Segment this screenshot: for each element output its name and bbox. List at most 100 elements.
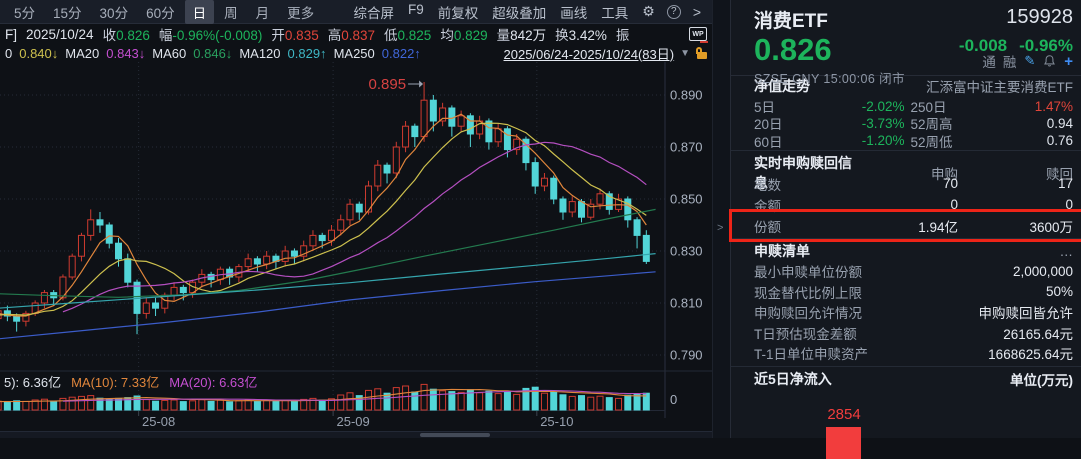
list-row-现金替代比例上限: 现金替代比例上限 50%: [731, 282, 1081, 303]
scrollbar-thumb[interactable]: [420, 433, 490, 437]
section-divider: [731, 238, 1081, 240]
market-tags: 通融: [982, 51, 1016, 71]
edit-pencil-icon[interactable]: ✎: [1024, 53, 1036, 68]
ma-values-bar: 0 0.840↓ MA20 0.843↓ MA60 0.846↓ MA120 0.829↑ MA…: [0, 44, 712, 62]
quote-label: 低: [384, 28, 398, 43]
settings-gear-icon[interactable]: ⚙: [642, 3, 655, 19]
toolbar-tools: 综合屏 F9 前复权 超级叠加 画线 工具 ⚙ ? >: [346, 0, 706, 24]
quote-label: 振: [615, 28, 630, 43]
nav-label: 52周低: [910, 134, 953, 150]
tool-items: 综合屏 F9 前复权 超级叠加 画线 工具: [346, 0, 635, 24]
quote-value: 0.829: [453, 28, 488, 43]
svg-text:0.895: 0.895: [369, 76, 407, 93]
wp-window-icon[interactable]: WP: [689, 27, 708, 43]
nav-row: 5日 -2.02% 250日 1.47%: [731, 96, 1081, 116]
nav-label: 250日: [910, 100, 947, 115]
period-tab-更多[interactable]: 更多: [287, 5, 315, 21]
list-row-最小申赎单位份额: 最小申赎单位份额 2,000,000: [731, 261, 1081, 282]
unlock-icon[interactable]: [696, 47, 707, 59]
subscribe-column-header: 申购: [931, 167, 958, 183]
nav-value: -2.02%: [861, 98, 905, 114]
ma-items: 0 0.840↓ MA20 0.843↓ MA60 0.846↓ MA120 0.829↑ MA…: [5, 46, 421, 61]
price-change: -0.008 -0.96%: [959, 36, 1073, 56]
list-row-T日预估现金差额: T日预估现金差额 26165.64元: [731, 323, 1081, 344]
add-plus-icon[interactable]: +: [1064, 52, 1073, 70]
svg-text:0: 0: [670, 392, 677, 407]
rt-redeem-value: 3600万: [1029, 219, 1073, 235]
nav-value: 0.76: [1046, 133, 1073, 149]
list-label: 现金替代比例上限: [754, 285, 862, 301]
period-tab-周[interactable]: 周: [224, 5, 238, 21]
list-label: T-1日单位申赎资产: [754, 347, 869, 363]
realtime-header-label: 实时申购赎回信息: [754, 155, 852, 192]
inflow-unit-label: 单位(万元): [1010, 372, 1073, 388]
list-row-申购赎回允许情况: 申购赎回允许情况 申购赎回皆允许: [731, 302, 1081, 323]
realtime-row-笔数: 笔数 70 17: [731, 173, 1081, 194]
period-tab-5分[interactable]: 5分: [14, 5, 36, 21]
svg-text:0.890: 0.890: [670, 88, 703, 103]
rt-subscribe-value: 70: [942, 176, 958, 192]
more-ellipsis-icon[interactable]: …: [1059, 243, 1074, 259]
tool-综合屏[interactable]: 综合屏: [353, 5, 394, 21]
nav-label: 60日: [754, 134, 783, 150]
period-tab-月[interactable]: 月: [255, 5, 270, 21]
ma-item-7: 0.829↑: [287, 45, 327, 61]
realtime-rows: 笔数 70 17 金额 0 0 份额 1.94亿 3600万: [731, 173, 1081, 236]
nav-value: -3.73%: [861, 115, 905, 131]
horizontal-scrollbar[interactable]: [0, 432, 712, 438]
tool-F9[interactable]: F9: [407, 1, 424, 17]
quote-value: 0.825: [397, 28, 432, 43]
period-tab-60分[interactable]: 60分: [146, 5, 175, 21]
svg-text:25-10: 25-10: [540, 414, 573, 429]
period-tab-15分[interactable]: 15分: [53, 5, 82, 21]
collapse-chevron-icon[interactable]: >: [717, 222, 724, 234]
rt-subscribe-value: 1.94亿: [918, 219, 958, 235]
list-value: 1668625.64元: [988, 347, 1073, 363]
tool-前复权[interactable]: 前复权: [437, 5, 479, 21]
redeem-column-header: 赎回: [1046, 167, 1073, 183]
alert-bell-icon[interactable]: [1043, 54, 1056, 68]
list-value: 50%: [1045, 284, 1073, 300]
ma-item-2: MA20: [65, 45, 100, 61]
expand-chevron-icon[interactable]: >: [692, 3, 701, 20]
inflow-bar-value: 2854: [827, 405, 861, 423]
fund-name: 汇添富中证主要消费ETF: [926, 80, 1073, 95]
panel-divider: >: [712, 0, 730, 438]
tag-通: 通: [982, 55, 996, 70]
tool-画线[interactable]: 画线: [560, 5, 588, 21]
ma-item-5: 0.846↓: [193, 45, 233, 61]
symbol-name: 消费ETF: [754, 11, 828, 32]
period-tab-30分[interactable]: 30分: [99, 5, 129, 21]
vol-legend-item-2: MA(20): 6.63亿: [169, 375, 258, 390]
nav-row: 20日 -3.73% 52周高 0.94: [731, 113, 1081, 133]
quote-field-高: 高0.837: [328, 24, 375, 44]
vol-legend-item-1: MA(10): 7.33亿: [71, 375, 160, 390]
candlestick-chart[interactable]: 0.890 0.870 0.850 0.830 0.810 0.790 25-08 25-09…: [0, 62, 712, 432]
list-row-T-1日单位申赎资产: T-1日单位申赎资产 1668625.64元: [731, 343, 1081, 364]
ma-item-4: MA60: [152, 45, 187, 61]
ma-item-3: 0.843↓: [106, 45, 146, 61]
quote-value: -0.96%(-0.008): [172, 28, 263, 43]
list-value: 2,000,000: [1012, 263, 1073, 279]
quote-value: 3.42%: [568, 28, 607, 43]
tag-融: 融: [1002, 55, 1017, 70]
period-tab-日[interactable]: 日: [184, 0, 215, 24]
svg-text:25-09: 25-09: [336, 414, 369, 429]
tool-超级叠加[interactable]: 超级叠加: [492, 5, 547, 21]
section-divider: [731, 365, 1081, 367]
rt-subscribe-value: 0: [950, 197, 958, 213]
nav-value: 0.94: [1046, 115, 1073, 131]
nav-label: 20日: [754, 117, 783, 133]
inflow-header-label: 近5日净流入: [754, 370, 832, 387]
list-header-label: 申赎清单: [754, 243, 810, 260]
quote-date: 2025/10/24: [26, 26, 94, 42]
dropdown-triangle-icon[interactable]: ▼: [680, 47, 690, 59]
vol-legend-item-0: 5): 6.36亿: [4, 375, 62, 390]
header-icons: 通融 ✎ +: [982, 51, 1073, 71]
help-icon[interactable]: ?: [666, 4, 681, 19]
quote-field-低: 低0.825: [384, 24, 431, 44]
quote-field-换: 换3.42%: [555, 24, 607, 44]
tool-工具[interactable]: 工具: [601, 5, 629, 21]
date-range-text[interactable]: 2025/06/24-2025/10/24(83日): [503, 46, 675, 62]
list-section-header: 申赎清单 …: [731, 241, 1081, 261]
